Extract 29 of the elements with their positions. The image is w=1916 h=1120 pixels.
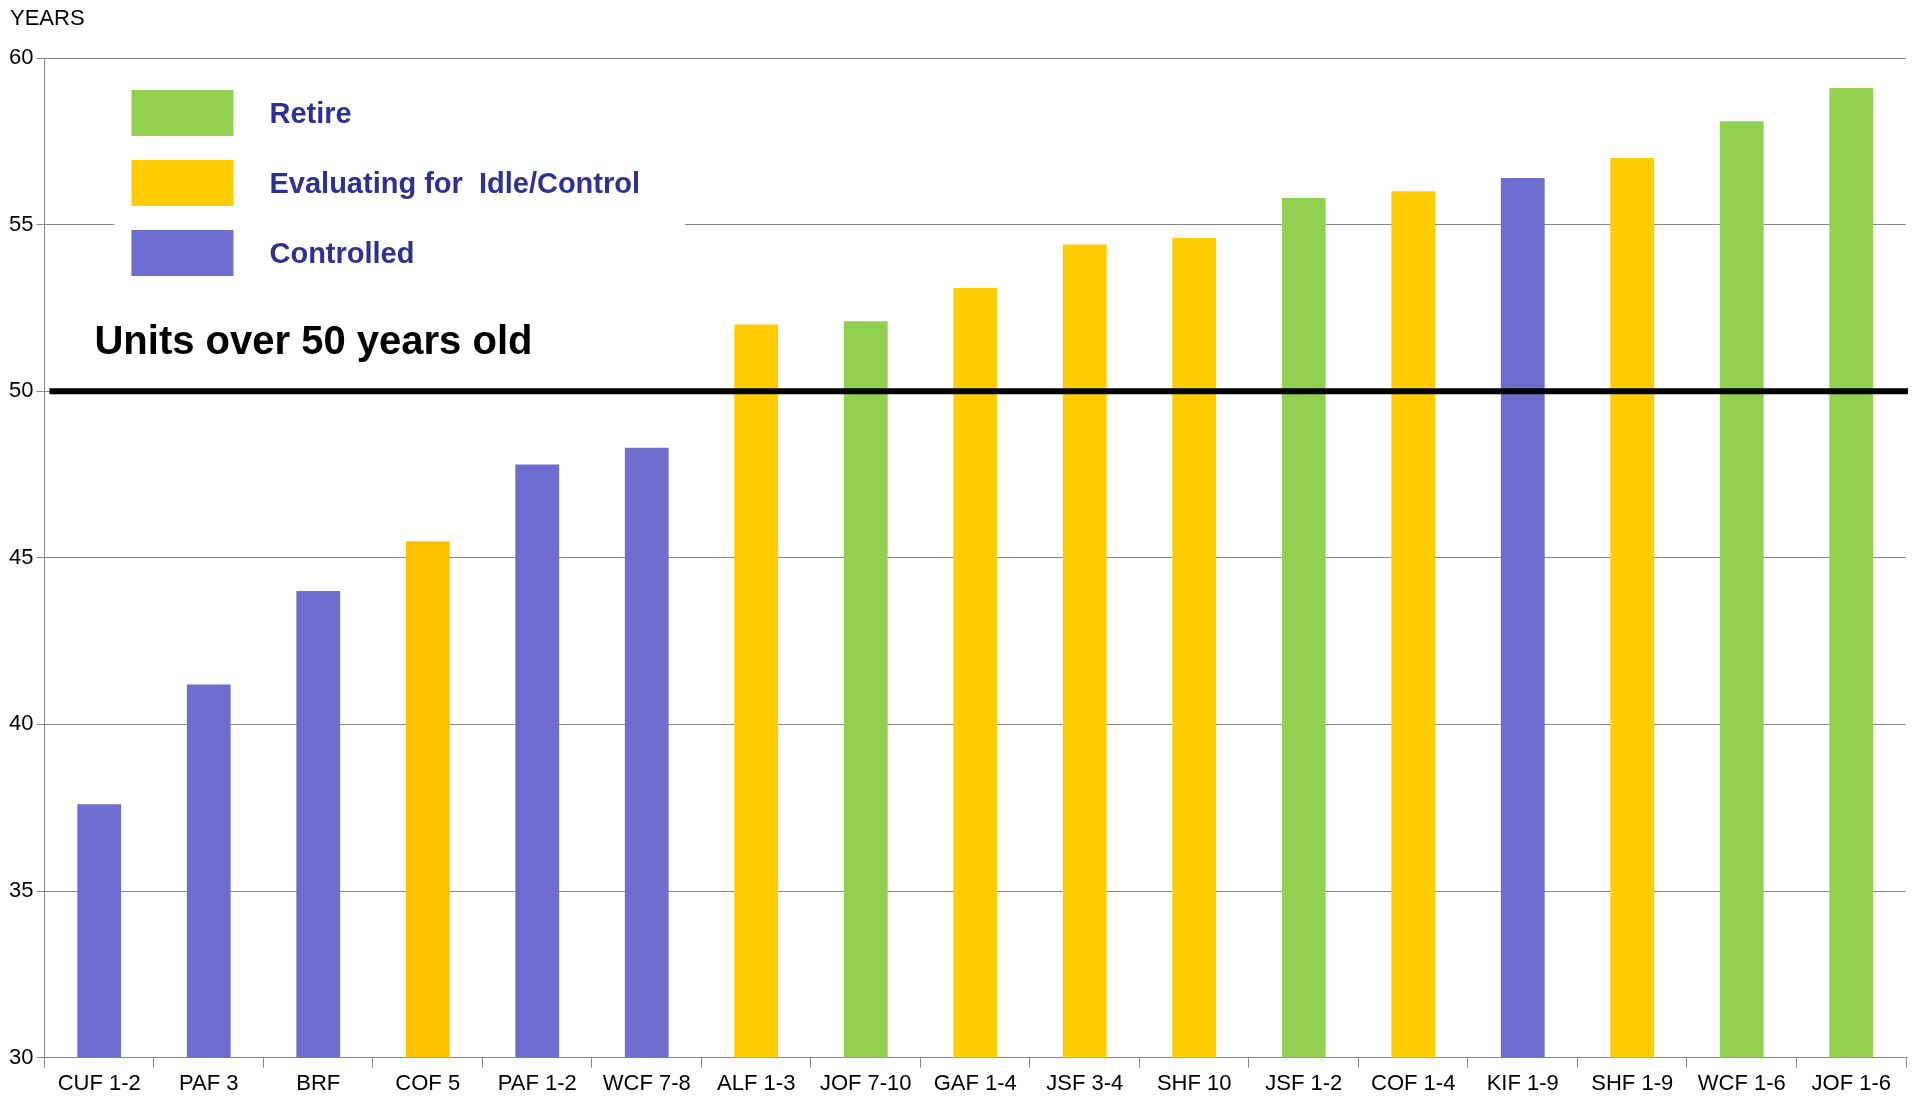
x-tick-label: COF 5 bbox=[395, 1069, 461, 1095]
y-tick-label: 50 bbox=[8, 377, 34, 403]
x-tick-label: KIF 1-9 bbox=[1486, 1069, 1559, 1095]
x-tick-label: JOF 1-6 bbox=[1811, 1069, 1891, 1095]
x-tick-label: GAF 1-4 bbox=[933, 1069, 1017, 1095]
x-tick-label: BRF bbox=[296, 1069, 341, 1095]
y-tick-label: 45 bbox=[8, 543, 34, 569]
x-tick-label: PAF 1-2 bbox=[497, 1069, 577, 1095]
x-tick-label: JSF 3-4 bbox=[1046, 1069, 1124, 1095]
x-tick-label: ALF 1-3 bbox=[717, 1069, 796, 1095]
x-tick-label: PAF 3 bbox=[178, 1069, 239, 1095]
x-tick-label: WCF 1-6 bbox=[1697, 1069, 1786, 1095]
x-tick-label: CUF 1-2 bbox=[57, 1069, 141, 1095]
y-tick-label: 35 bbox=[8, 877, 34, 903]
ref-line-label: Units over 50 years old bbox=[94, 318, 533, 363]
legend-label: Controlled bbox=[269, 237, 415, 269]
legend-label: Retire bbox=[269, 97, 352, 129]
x-tick-label: COF 1-4 bbox=[1371, 1069, 1456, 1095]
x-tick-label: WCF 7-8 bbox=[602, 1069, 691, 1095]
y-tick-label: 60 bbox=[8, 44, 34, 70]
y-tick-label: 40 bbox=[8, 710, 34, 736]
y-tick-label: 55 bbox=[8, 210, 34, 236]
x-tick-label: JSF 1-2 bbox=[1265, 1069, 1343, 1095]
x-tick-label: SHF 10 bbox=[1156, 1069, 1232, 1095]
legend-label: Evaluating for Idle/Control bbox=[269, 167, 641, 199]
x-tick-label: JOF 7-10 bbox=[819, 1069, 912, 1095]
y-axis-title: YEARS bbox=[10, 5, 85, 31]
y-tick-label: 30 bbox=[8, 1043, 34, 1069]
x-tick-label: SHF 1-9 bbox=[1591, 1069, 1674, 1095]
